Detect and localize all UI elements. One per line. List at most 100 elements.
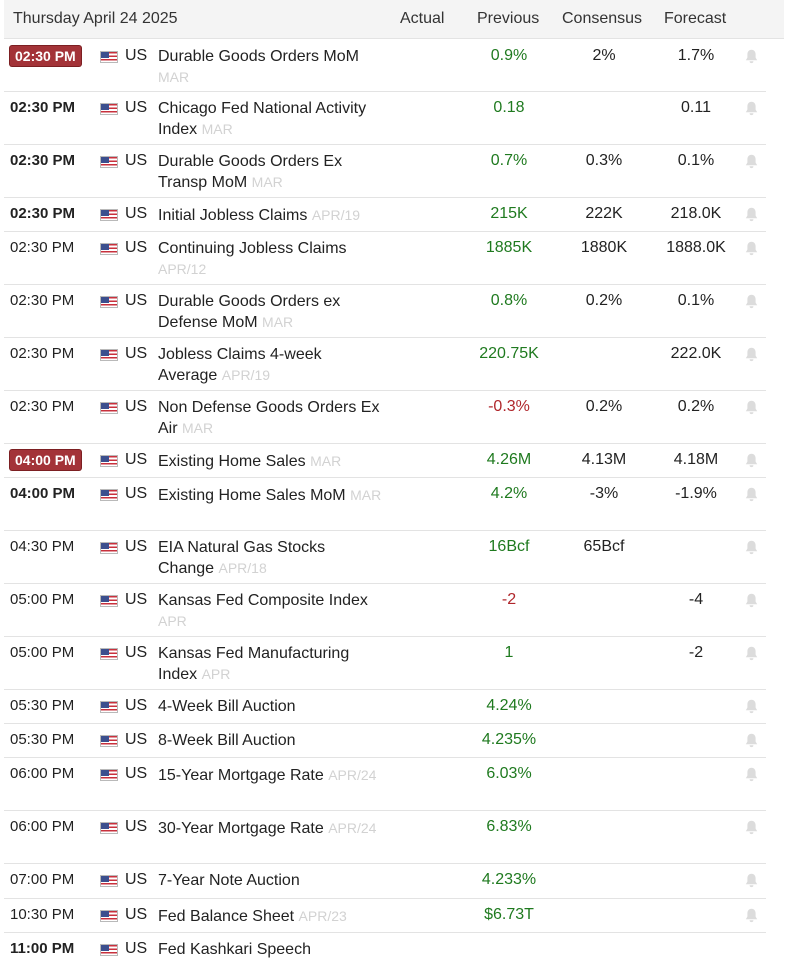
event-name[interactable]: Existing Home Sales <box>158 453 306 470</box>
bell-alert-icon[interactable] <box>745 646 758 661</box>
event-row[interactable]: 02:30 PM US Chicago Fed National Activity … <box>4 92 766 145</box>
event-period: MAR <box>182 420 214 436</box>
event-row[interactable]: 05:30 PM US 4-Week Bill Auction 4.24% <box>4 690 766 724</box>
consensus-value: 4.13M <box>581 451 627 468</box>
event-name-cell[interactable]: EIA Natural Gas Stocks Change APR/18 <box>158 538 383 579</box>
event-row[interactable]: 05:00 PM US Kansas Fed Composite Index APR… <box>4 584 766 637</box>
event-name-cell[interactable]: Fed Kashkari Speech <box>158 940 383 960</box>
bell-alert-icon[interactable] <box>745 101 758 116</box>
event-name-cell[interactable]: Kansas Fed Manufacturing Index APR <box>158 644 383 685</box>
event-row[interactable]: 02:30 PM US Jobless Claims 4-week Average … <box>4 338 766 391</box>
event-row[interactable]: 02:30 PM US Initial Jobless Claims APR/19 2… <box>4 198 766 232</box>
event-row[interactable]: 05:30 PM US 8-Week Bill Auction 4.235% <box>4 724 766 758</box>
bell-alert-icon[interactable] <box>745 154 758 169</box>
event-name[interactable]: Kansas Fed Manufacturing Index <box>158 645 350 683</box>
forecast-value: 0.1% <box>677 152 715 169</box>
event-name[interactable]: Initial Jobless Claims <box>158 207 308 224</box>
event-name[interactable]: Existing Home Sales MoM <box>158 487 346 504</box>
event-name[interactable]: 4-Week Bill Auction <box>158 698 296 715</box>
bell-alert-icon[interactable] <box>745 400 758 415</box>
bell-alert-icon[interactable] <box>745 820 758 835</box>
event-name-cell[interactable]: Jobless Claims 4-week Average APR/19 <box>158 345 383 386</box>
event-time: 04:00 PM <box>10 450 81 470</box>
event-row[interactable]: 02:30 PM US Durable Goods Orders ex Defens… <box>4 285 766 338</box>
event-name-cell[interactable]: 8-Week Bill Auction <box>158 731 383 751</box>
event-name[interactable]: EIA Natural Gas Stocks Change <box>158 539 326 577</box>
event-name-cell[interactable]: 30-Year Mortgage Rate APR/24 <box>158 818 383 839</box>
event-name-cell[interactable]: Chicago Fed National Activity Index MAR <box>158 99 383 140</box>
bell-alert-icon[interactable] <box>745 733 758 748</box>
event-name[interactable]: Durable Goods Orders Ex Transp MoM <box>158 153 343 191</box>
event-name-cell[interactable]: Initial Jobless Claims APR/19 <box>158 205 383 226</box>
event-name-cell[interactable]: 7-Year Note Auction <box>158 871 383 891</box>
event-name-cell[interactable]: Existing Home Sales MAR <box>158 451 383 472</box>
bell-alert-icon[interactable] <box>745 487 758 502</box>
event-row[interactable]: 02:30 PM US Durable Goods Orders Ex Transp… <box>4 145 766 198</box>
bell-alert-icon[interactable] <box>745 908 758 923</box>
bell-alert-icon[interactable] <box>745 207 758 222</box>
bell-alert-icon[interactable] <box>745 593 758 608</box>
event-period: APR/23 <box>298 908 347 924</box>
us-flag-icon <box>100 455 118 467</box>
us-flag-icon <box>100 209 118 221</box>
bell-alert-icon[interactable] <box>745 873 758 888</box>
event-row[interactable]: 06:00 PM US 15-Year Mortgage Rate APR/24 6.… <box>4 758 766 811</box>
bell-alert-icon[interactable] <box>745 699 758 714</box>
event-row[interactable]: 02:30 PM US Non Defense Goods Orders Ex Ai… <box>4 391 766 444</box>
event-name[interactable]: Durable Goods Orders ex Defense MoM <box>158 293 341 331</box>
previous-value: 6.83% <box>486 818 532 835</box>
country-code: US <box>125 538 148 555</box>
event-name[interactable]: 30-Year Mortgage Rate <box>158 820 324 837</box>
event-name-cell[interactable]: Continuing Jobless Claims APR/12 <box>158 239 383 280</box>
event-name-cell[interactable]: 4-Week Bill Auction <box>158 697 383 717</box>
event-row[interactable]: 11:00 PM US Fed Kashkari Speech <box>4 933 766 962</box>
event-row[interactable]: 04:00 PM US Existing Home Sales MAR 4.26M 4.… <box>4 444 766 478</box>
event-row[interactable]: 02:30 PM US Durable Goods Orders MoM MAR 0.… <box>4 40 766 92</box>
event-time: 02:30 PM <box>10 46 81 66</box>
event-name[interactable]: Non Defense Goods Orders Ex Air <box>158 399 380 437</box>
event-name-cell[interactable]: Existing Home Sales MoM MAR <box>158 485 383 506</box>
bell-alert-icon[interactable] <box>745 540 758 555</box>
event-name[interactable]: Fed Kashkari Speech <box>158 941 311 958</box>
bell-alert-icon[interactable] <box>745 241 758 256</box>
us-flag-icon <box>100 944 118 956</box>
event-name[interactable]: Fed Balance Sheet <box>158 908 295 925</box>
event-name-cell[interactable]: Durable Goods Orders MoM MAR <box>158 47 383 88</box>
us-flag-icon <box>100 489 118 501</box>
event-name-cell[interactable]: Durable Goods Orders ex Defense MoM MAR <box>158 292 383 333</box>
event-time: 02:30 PM <box>10 99 76 116</box>
country-code: US <box>125 818 148 835</box>
event-row[interactable]: 06:00 PM US 30-Year Mortgage Rate APR/24 6.… <box>4 811 766 864</box>
event-name[interactable]: 15-Year Mortgage Rate <box>158 767 324 784</box>
bell-alert-icon[interactable] <box>745 294 758 309</box>
bell-alert-icon[interactable] <box>745 347 758 362</box>
bell-alert-icon[interactable] <box>745 49 758 64</box>
forecast-value: -2 <box>688 644 704 661</box>
event-row[interactable]: 02:30 PM US Continuing Jobless Claims APR/… <box>4 232 766 285</box>
us-flag-icon <box>100 595 118 607</box>
previous-value: 215K <box>490 205 528 222</box>
us-flag-icon <box>100 735 118 747</box>
event-row[interactable]: 07:00 PM US 7-Year Note Auction 4.233% <box>4 864 766 899</box>
event-row[interactable]: 10:30 PM US Fed Balance Sheet APR/23 $6.73T <box>4 899 766 933</box>
event-row[interactable]: 05:00 PM US Kansas Fed Manufacturing Index… <box>4 637 766 690</box>
event-name[interactable]: Jobless Claims 4-week Average <box>158 346 322 384</box>
event-name-cell[interactable]: Kansas Fed Composite Index APR <box>158 591 383 632</box>
event-row[interactable]: 04:00 PM US Existing Home Sales MoM MAR 4.2… <box>4 478 766 531</box>
consensus-value: 65Bcf <box>583 538 625 555</box>
event-name[interactable]: 8-Week Bill Auction <box>158 732 296 749</box>
event-name[interactable]: Durable Goods Orders MoM <box>158 48 359 65</box>
event-name-cell[interactable]: Durable Goods Orders Ex Transp MoM MAR <box>158 152 383 193</box>
event-name[interactable]: Continuing Jobless Claims <box>158 240 347 257</box>
bell-alert-icon[interactable] <box>745 767 758 782</box>
event-name-cell[interactable]: Fed Balance Sheet APR/23 <box>158 906 383 927</box>
bell-alert-icon[interactable] <box>745 453 758 468</box>
country-code: US <box>125 47 148 64</box>
event-row[interactable]: 04:30 PM US EIA Natural Gas Stocks Change … <box>4 531 766 584</box>
event-name-cell[interactable]: Non Defense Goods Orders Ex Air MAR <box>158 398 383 439</box>
event-name[interactable]: Chicago Fed National Activity Index <box>158 100 367 138</box>
event-name[interactable]: 7-Year Note Auction <box>158 872 300 889</box>
event-name-cell[interactable]: 15-Year Mortgage Rate APR/24 <box>158 765 383 786</box>
previous-value: 4.233% <box>481 871 537 888</box>
event-name[interactable]: Kansas Fed Composite Index <box>158 592 368 609</box>
